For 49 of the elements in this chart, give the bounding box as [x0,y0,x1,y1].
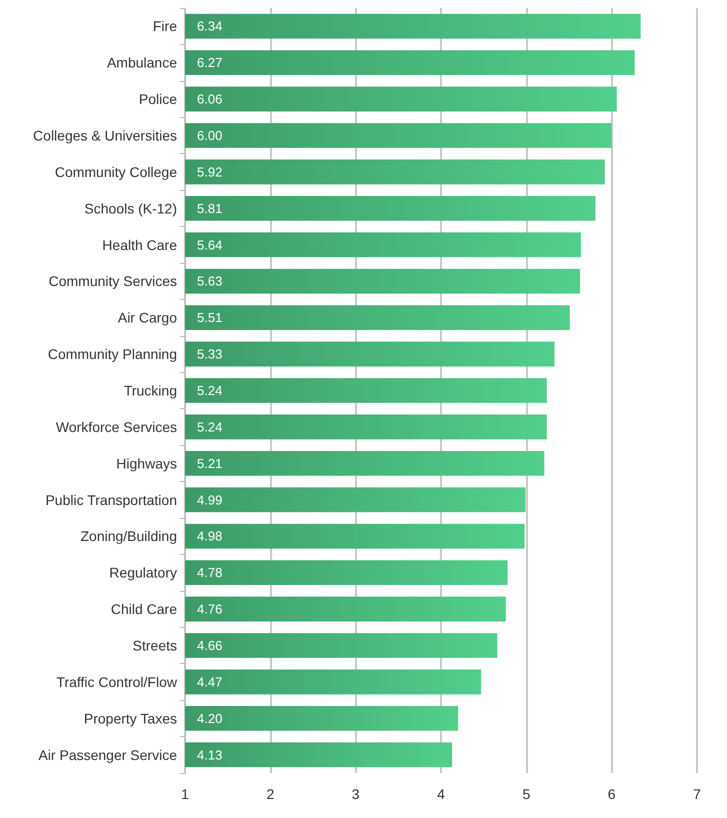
data-label: 5.63 [197,274,222,289]
data-label: 6.27 [197,55,222,70]
y-tick-label: Schools (K-12) [84,200,177,216]
x-tick-label: 4 [437,786,446,802]
y-tick-label: Property Taxes [84,710,177,726]
data-label: 5.24 [197,383,222,398]
y-tick-label: Ambulance [106,54,178,71]
y-tick-label: Regulatory [109,564,177,581]
data-label: 5.81 [197,200,222,216]
y-tick-label: Air Passenger Service [38,746,178,763]
data-label: 4.66 [197,638,222,653]
y-tick-label: Highways [116,455,177,472]
y-tick-label: Fire [152,18,178,34]
data-label: 5.24 [197,419,222,434]
data-label: 4.78 [197,565,222,580]
y-tick-label: Traffic Control/Flow [56,674,178,690]
y-tick-label: Community Services [48,273,177,290]
data-label: 6.34 [197,18,222,34]
x-tick-label: 3 [352,786,360,802]
data-label: 6.00 [197,128,222,143]
y-tick-label: Trucking [124,382,177,398]
data-label: 4.98 [197,528,222,544]
data-label: 4.20 [197,710,222,726]
data-label: 5.33 [197,346,222,362]
x-tick-label: 6 [608,786,616,802]
y-tick-label: Community College [54,164,178,180]
data-label: 5.92 [197,164,222,180]
y-tick-label: Colleges & Universities [33,128,177,144]
y-tick-label: Child Care [110,601,178,618]
data-label: 5.21 [197,456,222,471]
y-tick-label: Workforce Services [56,418,177,435]
data-label: 5.51 [197,310,222,326]
x-tick-label: 7 [693,786,702,802]
y-tick-label: Streets [132,638,177,654]
data-label: 4.47 [197,674,222,690]
y-tick-label: Zoning/Building [80,528,177,544]
data-label: 6.06 [197,92,222,107]
y-tick-label: Community Planning [48,346,177,362]
x-tick-label: 2 [266,786,274,802]
y-tick-label: Health Care [102,236,178,253]
x-tick-label: 1 [181,786,190,802]
y-tick-label: Police [138,91,178,108]
data-label: 4.13 [197,747,222,762]
y-tick-label: Public Transportation [45,492,177,508]
data-label: 4.76 [197,602,222,617]
y-tick-label: Air Cargo [118,310,178,326]
data-label: 4.99 [197,492,222,508]
data-label: 5.64 [197,237,222,252]
x-tick-label: 5 [522,786,530,802]
